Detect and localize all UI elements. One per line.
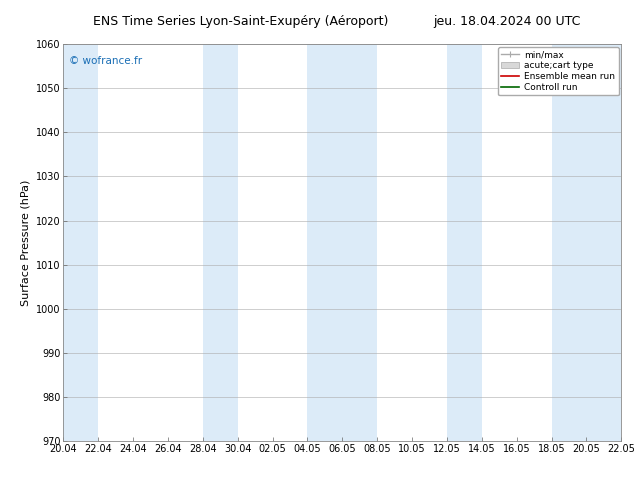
- Bar: [552, 44, 621, 441]
- Bar: [447, 44, 482, 441]
- Text: jeu. 18.04.2024 00 UTC: jeu. 18.04.2024 00 UTC: [434, 15, 581, 28]
- Bar: [63, 44, 98, 441]
- Text: © wofrance.fr: © wofrance.fr: [69, 56, 142, 66]
- Bar: [203, 44, 238, 441]
- Y-axis label: Surface Pressure (hPa): Surface Pressure (hPa): [20, 179, 30, 306]
- Legend: min/max, acute;cart type, Ensemble mean run, Controll run: min/max, acute;cart type, Ensemble mean …: [498, 47, 619, 96]
- Text: ENS Time Series Lyon-Saint-Exupéry (Aéroport): ENS Time Series Lyon-Saint-Exupéry (Aéro…: [93, 15, 389, 28]
- Bar: [307, 44, 377, 441]
